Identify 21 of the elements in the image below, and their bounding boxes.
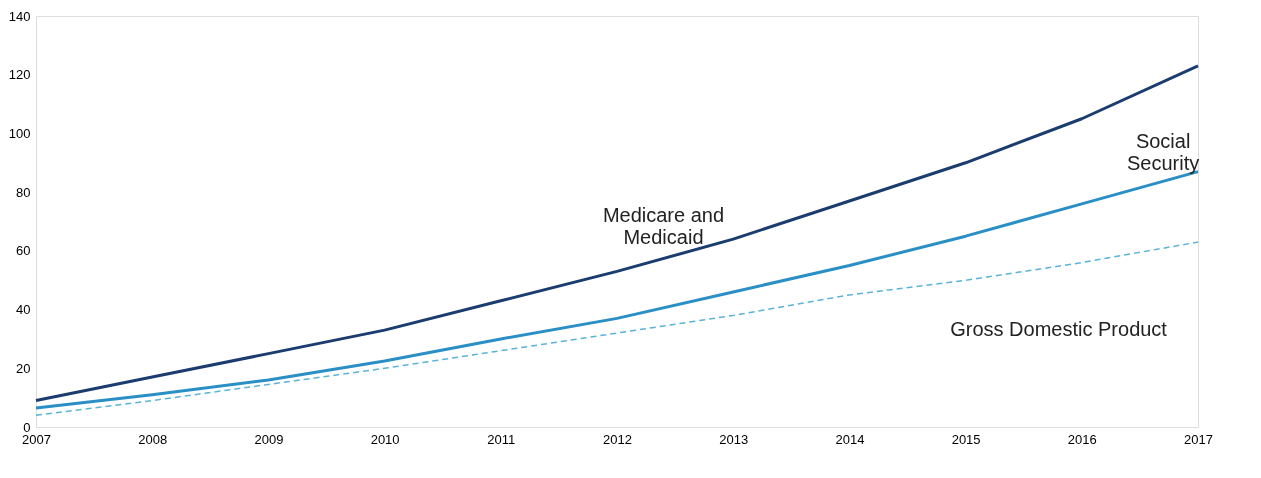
x-tick-label: 2016 [1067,431,1097,447]
y-tick-label: 100 [8,125,31,141]
y-tick-label: 40 [16,302,31,318]
x-tick-label: 2009 [254,431,284,447]
x-tick-label: 2017 [1184,431,1213,447]
x-tick-label: 2014 [835,431,865,447]
y-tick-label: 140 [8,8,31,24]
series-label: Medicare and Medicaid [602,203,725,248]
x-tick-label: 2010 [370,431,400,447]
x-tick-label: 2011 [487,431,516,447]
y-tick-label: 60 [16,243,31,259]
x-tick-label: 2015 [951,431,981,447]
series-label: Social Security [1127,130,1200,175]
x-tick-label: 2012 [603,431,632,447]
y-tick-label: 20 [16,360,31,376]
line-series [34,64,1200,403]
series-label: Gross Domestic Product [950,318,1168,341]
y-tick-label: 120 [8,67,31,83]
x-tick-label: 2013 [719,431,749,447]
y-tick-label: 80 [16,184,31,200]
x-tick-label: 2008 [138,431,168,447]
